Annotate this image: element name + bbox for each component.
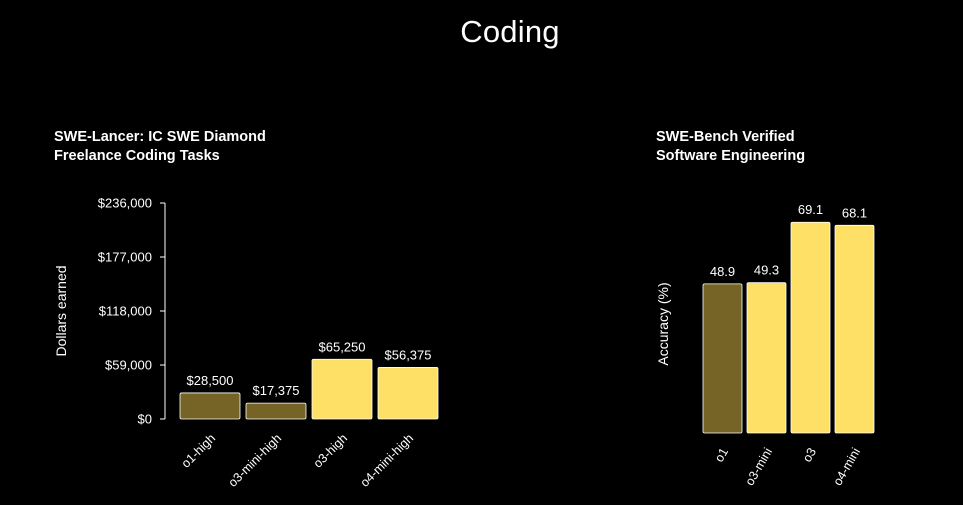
- swe-bench-chart-title: SWE-Bench Verified Software Engineering: [656, 128, 805, 166]
- swe-bench-bar-o3: [790, 221, 831, 434]
- swe-lancer-y-tick-label-2: $118,000: [99, 304, 152, 319]
- swe-lancer-bar-o1-high: [179, 392, 241, 420]
- swe-bench-value-label-o3-mini: 49.3: [754, 263, 779, 278]
- swe-lancer-category-label-o3-high: o3-high: [311, 431, 350, 470]
- swe-lancer-y-tick-label-3: $177,000: [98, 250, 152, 265]
- swe-bench-bar-o1: [702, 283, 743, 434]
- page-title: Coding: [460, 14, 560, 49]
- swe-lancer-y-tick-label-4: $236,000: [98, 196, 152, 211]
- swe-lancer-y-axis-title: Dollars earned: [53, 265, 69, 356]
- swe-lancer-value-label-o1-high: $28,500: [187, 373, 234, 388]
- swe-lancer-value-label-o3-mini-high: $17,375: [253, 383, 300, 398]
- swe-bench-title-line-1: SWE-Bench Verified: [656, 129, 795, 145]
- swe-lancer-category-label-o4-mini-high: o4-mini-high: [358, 431, 417, 490]
- swe-bench-category-label-o4-mini: o4-mini: [830, 446, 863, 489]
- swe-bench-value-label-o1: 48.9: [710, 264, 735, 279]
- swe-lancer-title-line-2: Freelance Coding Tasks: [54, 148, 220, 164]
- swe-lancer-category-label-o3-mini-high: o3-mini-high: [226, 431, 285, 490]
- swe-bench-bar-chart: Accuracy (%) 48.9 o1 49.3 o3-mini 69.1 o3 68.1 o…: [655, 202, 875, 489]
- swe-lancer-y-tick-label-1: $59,000: [105, 358, 152, 373]
- swe-bench-title-line-2: Software Engineering: [656, 148, 806, 164]
- swe-bench-category-label-o1: o1: [712, 445, 731, 464]
- swe-bench-category-label-o3: o3: [800, 445, 819, 464]
- swe-lancer-value-label-o3-high: $65,250: [319, 339, 366, 354]
- swe-bench-value-label-o3: 69.1: [798, 202, 823, 217]
- swe-lancer-bar-chart: $0 $59,000 $118,000 $177,000 $236,000 Dollars…: [53, 196, 439, 490]
- swe-lancer-y-tick-label-0: $0: [138, 412, 152, 427]
- swe-lancer-bar-o3-mini-high: [245, 402, 307, 420]
- swe-bench-y-axis-title: Accuracy (%): [655, 282, 671, 365]
- swe-lancer-title-line-1: SWE-Lancer: IC SWE Diamond: [54, 129, 266, 145]
- swe-lancer-value-label-o4-mini-high: $56,375: [385, 347, 432, 362]
- swe-lancer-chart-title: SWE-Lancer: IC SWE Diamond Freelance Cod…: [54, 128, 266, 166]
- swe-bench-category-label-o3-mini: o3-mini: [742, 446, 775, 489]
- swe-bench-bar-o4-mini: [834, 224, 875, 434]
- swe-lancer-bar-o4-mini-high: [377, 367, 439, 420]
- swe-lancer-category-label-o1-high: o1-high: [179, 431, 218, 470]
- swe-lancer-bar-o3-high: [311, 358, 373, 420]
- swe-bench-bar-o3-mini: [746, 282, 787, 434]
- swe-bench-value-label-o4-mini: 68.1: [842, 205, 867, 220]
